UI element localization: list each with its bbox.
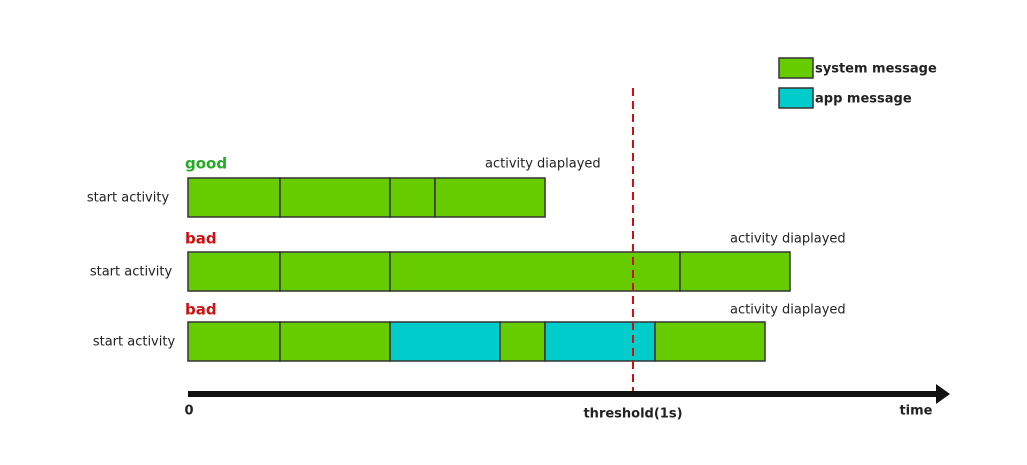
axis-arrowhead [936, 384, 950, 404]
legend-label: app message [815, 92, 912, 107]
legend-swatch [778, 87, 814, 109]
segment [187, 177, 281, 218]
segment [279, 251, 391, 292]
row-annotation: activity diaplayed [730, 232, 846, 247]
row-status: bad [185, 301, 217, 319]
axis-shaft [188, 391, 938, 397]
time-axis [188, 384, 950, 404]
legend-swatch [778, 57, 814, 79]
segment [499, 321, 546, 362]
row-annotation: activity diaplayed [485, 157, 601, 172]
segment [679, 251, 791, 292]
segment [187, 321, 281, 362]
segment [389, 251, 681, 292]
segment [434, 177, 546, 218]
row-segments [187, 321, 766, 362]
segment [279, 177, 391, 218]
row-label: start activity [87, 191, 170, 206]
row-segments [187, 177, 546, 218]
row-label: start activity [90, 265, 173, 280]
segment [544, 321, 656, 362]
segment [187, 251, 281, 292]
row-segments [187, 251, 791, 292]
axis-threshold: threshold(1s) [583, 407, 682, 422]
legend-label: system message [815, 62, 937, 77]
axis-origin: 0 [184, 404, 193, 419]
row-status: bad [185, 230, 217, 248]
row-annotation: activity diaplayed [730, 303, 846, 318]
segment [654, 321, 766, 362]
row-status: good [185, 155, 227, 173]
row-label: start activity [93, 335, 176, 350]
segment [389, 177, 436, 218]
segment [279, 321, 391, 362]
axis-end: time [899, 404, 932, 419]
segment [389, 321, 501, 362]
